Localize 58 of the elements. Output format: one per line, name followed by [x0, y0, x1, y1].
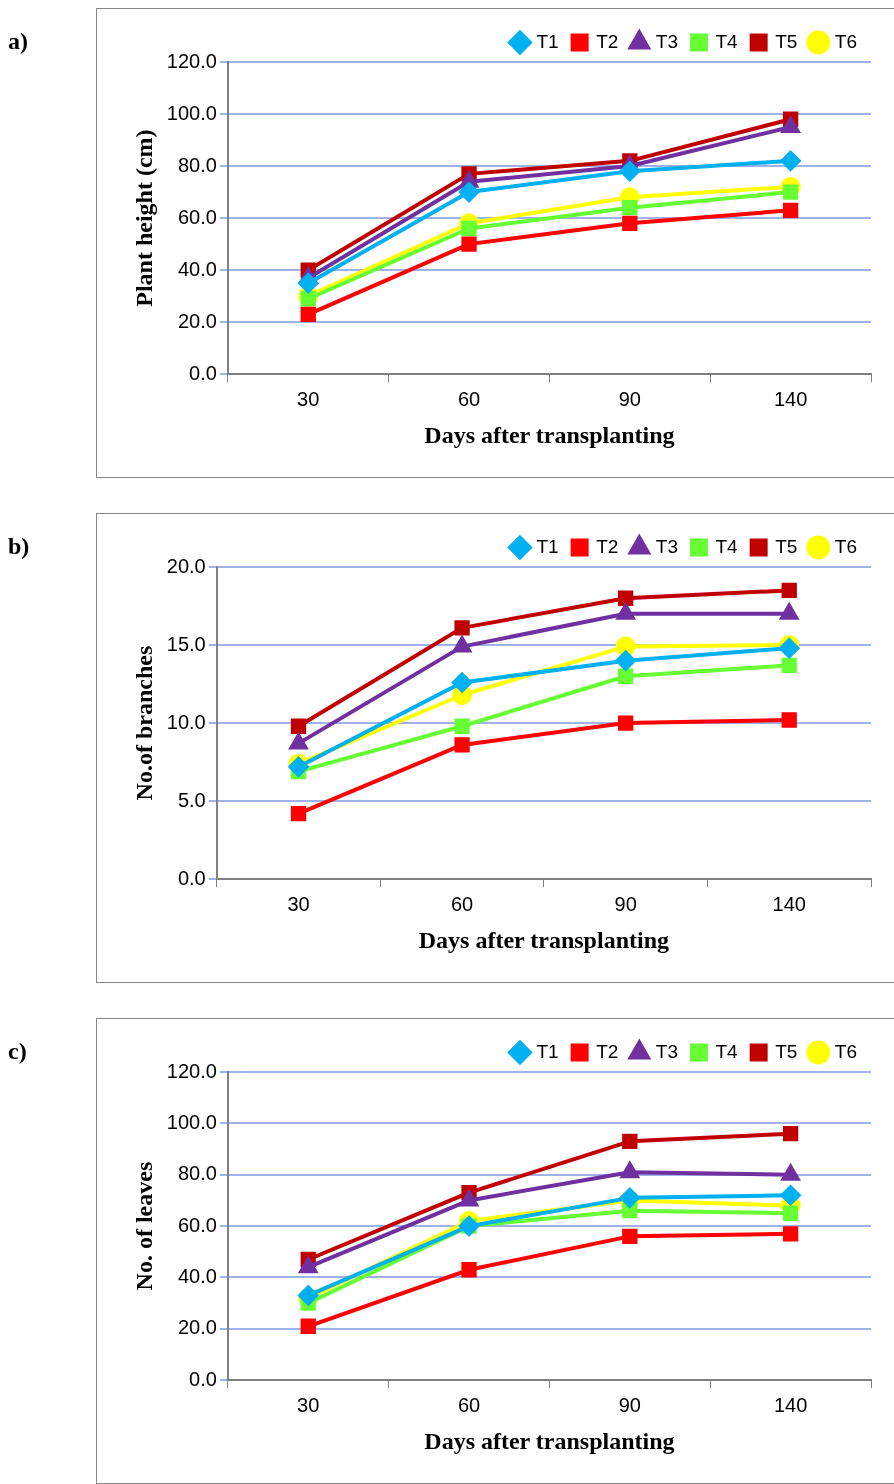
x-tick-label: 140 [772, 892, 806, 915]
x-axis-title: Days after transplanting [418, 926, 669, 953]
legend-label: T2 [596, 535, 619, 557]
y-axis-title: No.of branches [130, 645, 157, 801]
x-axis-title: Days after transplanting [424, 1427, 675, 1454]
legend-label: T3 [655, 1040, 678, 1062]
y-tick-label: 100.0 [166, 101, 217, 124]
legend-label: T5 [775, 535, 798, 557]
x-tick-label: 90 [614, 892, 637, 915]
y-tick-label: 120.0 [166, 1059, 217, 1082]
legend-label: T3 [655, 30, 678, 52]
legend-label: T1 [536, 1040, 559, 1062]
legend-label: T4 [715, 1040, 739, 1062]
text: a) [8, 28, 28, 55]
y-tick-label: 60.0 [177, 1213, 217, 1236]
legend-label: T6 [834, 535, 858, 557]
x-tick-label: 140 [773, 1393, 808, 1416]
legend-label: T4 [715, 30, 739, 52]
x-tick-label: 30 [297, 387, 320, 410]
legend-label: T5 [775, 30, 798, 52]
y-tick-label: 0.0 [177, 866, 206, 889]
x-tick-label: 60 [450, 892, 474, 915]
y-tick-label: 80.0 [177, 153, 217, 176]
legend-label: T6 [834, 30, 858, 52]
x-tick-label: 140 [773, 387, 808, 410]
y-tick-label: 5.0 [177, 788, 206, 811]
legend-label: T3 [655, 535, 678, 557]
y-tick-label: 60.0 [177, 205, 217, 228]
x-axis-title: Days after transplanting [424, 421, 675, 448]
x-tick-label: 30 [297, 1393, 320, 1416]
y-tick-label: 0.0 [189, 1367, 217, 1390]
legend-label: T4 [715, 535, 739, 557]
text: b) [8, 533, 30, 560]
y-tick-label: 120.0 [166, 49, 217, 72]
text: c) [8, 1038, 27, 1065]
x-tick-label: 60 [457, 1393, 481, 1416]
y-tick-label: 40.0 [177, 257, 217, 280]
y-tick-label: 80.0 [177, 1162, 217, 1185]
x-tick-label: 90 [618, 387, 641, 410]
y-tick-label: 15.0 [166, 632, 206, 655]
y-tick-label: 20.0 [177, 1316, 217, 1339]
legend-label: T6 [834, 1040, 858, 1062]
legend-label: T2 [596, 30, 619, 52]
legend-label: T2 [596, 1040, 619, 1062]
x-tick-label: 30 [287, 892, 310, 915]
y-tick-label: 0.0 [189, 361, 217, 384]
legend-label: T1 [536, 30, 559, 52]
y-tick-label: 40.0 [177, 1264, 217, 1287]
y-tick-label: 100.0 [166, 1110, 217, 1133]
x-tick-label: 90 [618, 1393, 641, 1416]
legend-label: T5 [775, 1040, 798, 1062]
y-axis-title: Plant height (cm) [130, 129, 157, 307]
y-axis-title: No. of leaves [130, 1161, 157, 1291]
legend-label: T1 [536, 535, 559, 557]
x-tick-label: 60 [457, 387, 481, 410]
y-tick-label: 20.0 [166, 554, 206, 577]
y-tick-label: 10.0 [166, 710, 206, 733]
y-tick-label: 20.0 [177, 309, 217, 332]
